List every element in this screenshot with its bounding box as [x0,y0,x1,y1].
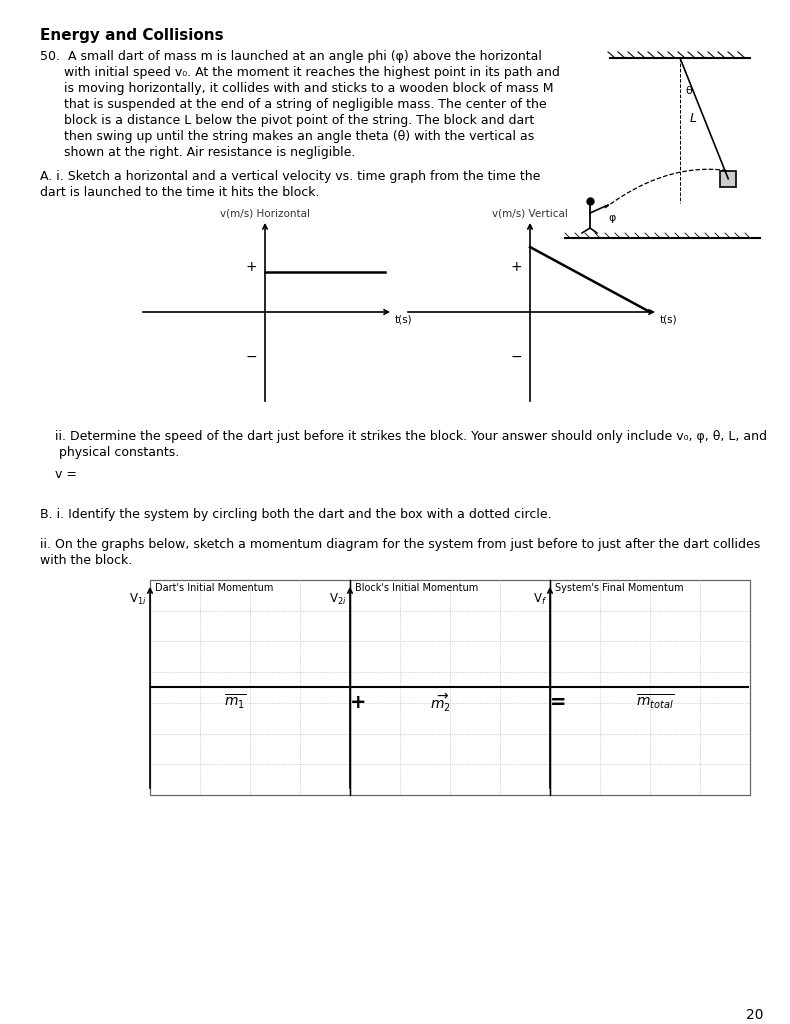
Text: t(s): t(s) [395,314,412,324]
Text: v =: v = [55,468,77,481]
Text: $\overline{m_1}$: $\overline{m_1}$ [224,692,246,711]
Text: ii. On the graphs below, sketch a momentum diagram for the system from just befo: ii. On the graphs below, sketch a moment… [40,538,760,551]
Text: Energy and Collisions: Energy and Collisions [40,28,224,43]
Text: $\overrightarrow{m_2}$: $\overrightarrow{m_2}$ [430,692,450,714]
Text: shown at the right. Air resistance is negligible.: shown at the right. Air resistance is ne… [40,146,356,159]
Bar [720,171,736,186]
Text: 20: 20 [747,1008,764,1022]
Text: V$_{f}$: V$_{f}$ [533,592,547,607]
Text: +: + [245,260,257,274]
Text: A. i. Sketch a horizontal and a vertical velocity vs. time graph from the time t: A. i. Sketch a horizontal and a vertical… [40,170,540,183]
Text: 50.  A small dart of mass m is launched at an angle phi (φ) above the horizontal: 50. A small dart of mass m is launched a… [40,50,542,63]
Bar [350,580,550,795]
Text: B. i. Identify the system by circling both the dart and the box with a dotted ci: B. i. Identify the system by circling bo… [40,508,551,521]
Bar [150,580,350,795]
Text: φ: φ [608,213,615,223]
Text: with the block.: with the block. [40,554,132,567]
Text: with initial speed v₀. At the moment it reaches the highest point in its path an: with initial speed v₀. At the moment it … [40,66,560,79]
Text: t(s): t(s) [660,314,678,324]
Text: v(m/s) Horizontal: v(m/s) Horizontal [220,208,310,218]
Text: then swing up until the string makes an angle theta (θ) with the vertical as: then swing up until the string makes an … [40,130,534,143]
Text: =: = [550,693,566,712]
Text: +: + [350,693,367,712]
Text: is moving horizontally, it collides with and sticks to a wooden block of mass M: is moving horizontally, it collides with… [40,82,554,95]
Text: L: L [690,112,697,125]
Text: V$_{2i}$: V$_{2i}$ [329,592,347,607]
Text: that is suspended at the end of a string of negligible mass. The center of the: that is suspended at the end of a string… [40,98,547,111]
Text: V$_{1i}$: V$_{1i}$ [130,592,147,607]
Text: −: − [510,350,522,364]
Text: ii. Determine the speed of the dart just before it strikes the block. Your answe: ii. Determine the speed of the dart just… [55,430,767,443]
Text: Block's Initial Momentum: Block's Initial Momentum [355,583,478,593]
Text: $\overline{m_{total}}$: $\overline{m_{total}}$ [636,692,674,711]
Text: +: + [510,260,522,274]
Text: physical constants.: physical constants. [55,446,179,459]
Text: Dart's Initial Momentum: Dart's Initial Momentum [155,583,273,593]
Text: θ: θ [685,86,692,96]
Text: block is a distance L below the pivot point of the string. The block and dart: block is a distance L below the pivot po… [40,114,534,127]
Text: −: − [245,350,257,364]
Text: v(m/s) Vertical: v(m/s) Vertical [492,208,568,218]
Bar [550,580,750,795]
Text: dart is launched to the time it hits the block.: dart is launched to the time it hits the… [40,186,319,199]
Text: System's Final Momentum: System's Final Momentum [555,583,683,593]
